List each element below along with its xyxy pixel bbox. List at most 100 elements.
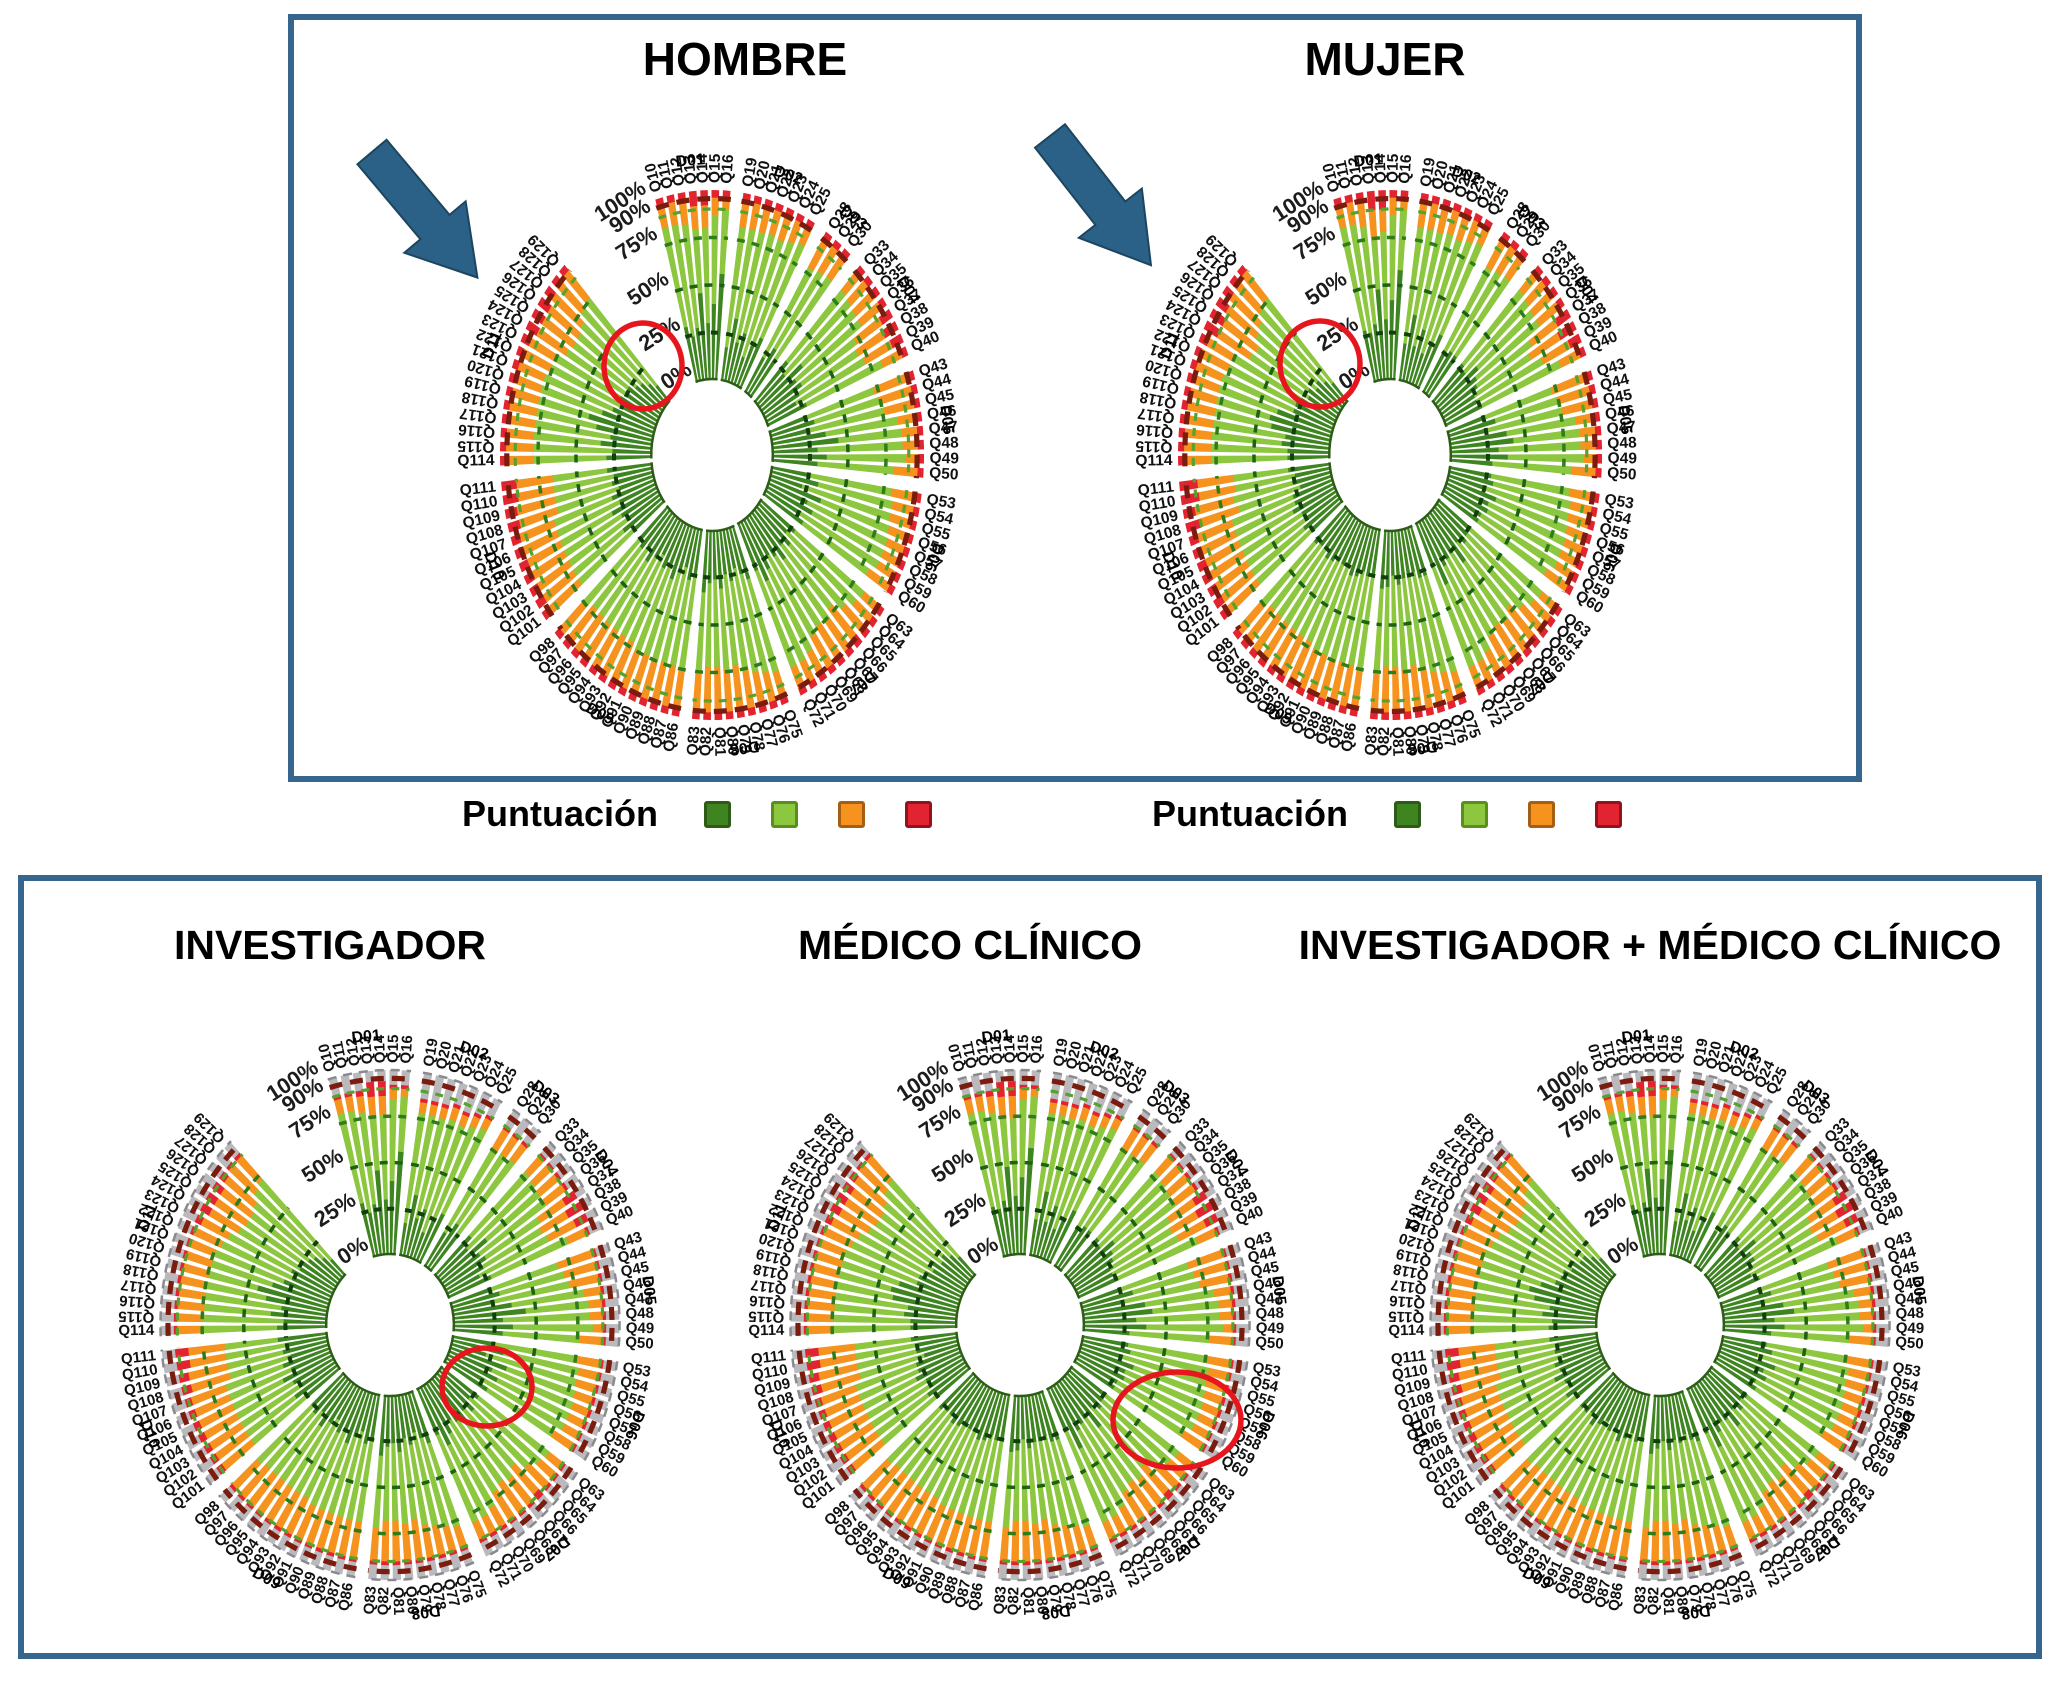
bar-segment-Q48	[502, 1312, 590, 1323]
bar-segment-Q89	[327, 1435, 357, 1516]
bar-segment-Q98	[256, 1404, 314, 1465]
bar-segment-Q33	[855, 265, 866, 278]
bar-segment-Q53	[809, 473, 893, 497]
bar-segment-Q24	[795, 212, 805, 224]
bar-segment-Q117	[507, 414, 536, 428]
bar-segment-Q54	[1492, 481, 1572, 510]
question-label-Q14: Q14	[371, 1034, 389, 1064]
bar-segment-Q20	[724, 317, 739, 383]
guide-ring-75	[694, 655, 777, 675]
bar-segment-Q76	[1406, 526, 1423, 579]
guide-ring-75	[580, 599, 687, 672]
bar-segment-Q33	[1431, 362, 1465, 404]
bar-segment-Q20	[1431, 195, 1441, 205]
bar-segment-Q88	[360, 1391, 374, 1433]
bar-segment-Q75	[1423, 574, 1457, 674]
guide-ring-50	[767, 552, 825, 612]
question-label-Q11: Q11	[655, 159, 677, 191]
bar-segment-Q116	[203, 1303, 271, 1316]
bar-segment-Q28	[1422, 352, 1446, 394]
bar-segment-Q22	[1452, 202, 1462, 213]
bar-segment-Q116	[177, 1300, 205, 1312]
guide-ring-25	[763, 349, 778, 364]
bar-segment-Q50	[917, 467, 924, 478]
bar-segment-Q37	[573, 1184, 586, 1198]
bar-segment-Q92	[277, 1534, 291, 1552]
question-label-Q110: Q110	[1138, 493, 1177, 516]
bar-segment-Q37	[1554, 308, 1571, 327]
guide-ring-75	[537, 475, 578, 593]
bar-segment-Q53	[1568, 488, 1595, 503]
bar-segment-Q88	[661, 566, 688, 664]
bar-segment-Q60	[573, 1445, 589, 1461]
bar-segment-Q55	[769, 473, 803, 489]
bar-segment-Q93	[1298, 556, 1342, 639]
bar-segment-Q29	[1495, 245, 1517, 276]
bar-segment-Q119	[1189, 387, 1218, 405]
bar-segment-Q114	[276, 1325, 328, 1330]
bar-segment-Q16	[393, 1151, 404, 1256]
bar-segment-Q39	[795, 357, 866, 406]
bar-segment-Q93	[273, 1524, 283, 1533]
bar-segment-Q49	[1507, 454, 1585, 463]
bar-segment-Q24	[1466, 219, 1481, 245]
bar-segment-Q94	[588, 664, 599, 676]
bar-segment-Q45	[1487, 407, 1564, 433]
guide-ring-75	[1552, 384, 1566, 475]
bar-segment-Q54	[577, 1367, 600, 1381]
bar-segment-Q50	[817, 461, 894, 475]
bar-segment-Q109	[1292, 470, 1332, 486]
bar-segment-Q120	[1276, 408, 1333, 435]
bar-segment-Q38	[763, 391, 800, 420]
bar-segment-Q83	[1002, 1451, 1014, 1529]
guide-ring-90	[1336, 207, 1409, 220]
bar-segment-Q63	[1468, 527, 1544, 599]
bar-segment-Q71	[1477, 658, 1493, 684]
bar-segment-Q30	[429, 1232, 460, 1272]
bar-segment-Q122	[1199, 348, 1231, 372]
bar-segment-Q82	[1385, 529, 1390, 588]
question-label-Q16: Q16	[1027, 1035, 1046, 1064]
group-label-D08: D08	[729, 737, 761, 758]
bar-segment-Q19	[1690, 1072, 1703, 1100]
bar-segment-Q40	[766, 402, 808, 427]
bar-segment-Q94	[653, 516, 679, 560]
base-ring	[768, 430, 775, 462]
guide-ring-25	[1471, 472, 1489, 522]
bar-segment-Q21	[758, 205, 772, 234]
bar-segment-Q96	[1323, 511, 1352, 552]
bar-segment-Q93	[1337, 518, 1360, 560]
bar-segment-Q96	[247, 1471, 278, 1508]
bar-segment-Q65	[524, 1462, 550, 1489]
legend-swatch-light_green	[1461, 800, 1488, 828]
bar-segment-Q105	[180, 1423, 197, 1438]
bar-segment-Q34	[530, 1164, 552, 1187]
guide-ring-50	[574, 471, 608, 563]
bar-segment-Q128	[1259, 308, 1326, 384]
guide-ring-75	[664, 235, 729, 248]
bar-segment-Q119	[1268, 414, 1333, 438]
bar-segment-Q103	[1303, 492, 1340, 523]
bar-segment-Q102	[535, 594, 547, 609]
bar-segment-Q55	[1447, 473, 1484, 490]
bar-segment-Q53	[890, 488, 917, 503]
bar-segment-Q34	[1541, 275, 1551, 288]
bar-segment-Q38	[539, 1210, 570, 1234]
bar-segment-Q47	[916, 425, 924, 436]
bar-segment-Q108	[1199, 505, 1240, 528]
guide-ring-75	[1414, 238, 1477, 267]
question-label-Q50: Q50	[929, 465, 959, 484]
question-label-Q16: Q16	[397, 1035, 416, 1064]
bar-segment-Q89	[677, 525, 694, 574]
bar-segment-Q82	[707, 529, 712, 584]
bar-segment-Q59	[1570, 571, 1580, 584]
bar-segment-Q103	[1214, 560, 1250, 592]
bar-segment-Q57	[1840, 1402, 1860, 1417]
guide-ring-25	[1362, 330, 1400, 340]
bar-segment-Q72	[1431, 566, 1475, 669]
bar-segment-Q15	[1389, 196, 1397, 215]
bar-segment-Q50	[892, 466, 919, 478]
bar-segment-Q33	[434, 1234, 473, 1277]
